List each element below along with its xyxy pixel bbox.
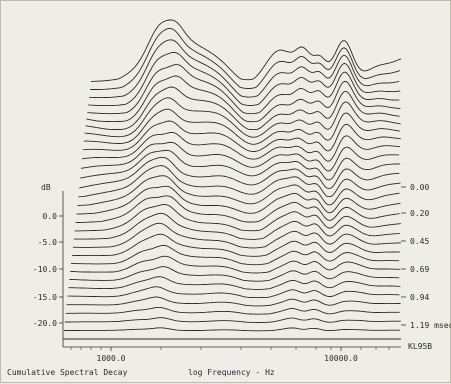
decay-slice [86,75,401,123]
y-tick-label: -20.0 [33,319,57,328]
time-tick-label: 0.69 [410,265,429,274]
decay-slice [63,327,400,332]
decay-slice-mask [63,339,401,347]
y-tick-label: 0.0 [43,212,58,221]
decay-slice [89,39,400,99]
decay-slice [81,131,401,162]
decay-slice [79,156,400,189]
decay-slice [78,165,401,198]
decay-slices [63,19,402,348]
decay-slice [83,108,400,145]
decay-slice [73,212,400,240]
decay-slice [85,86,400,131]
decay-slice [82,120,401,152]
decay-slice [64,317,401,323]
decay-slice [77,175,400,206]
decay-slice [90,27,401,90]
decay-slice [76,185,401,215]
y-tick-label: -10.0 [33,265,57,274]
time-tick-label: 0.94 [410,293,429,302]
decay-slice [88,51,401,107]
x-tick-label: 1000.0 [97,354,126,363]
decay-slice [70,255,401,274]
decay-slice [72,233,400,257]
decay-slice [84,97,401,138]
time-tick-label: 0.00 [410,183,429,192]
decay-slice [71,244,400,266]
decay-slice [91,19,402,82]
y-axis-unit: dB [41,183,51,192]
decay-slice [68,276,401,290]
time-tick-label: 1.19 msec [410,321,451,330]
decay-slice [75,195,400,224]
decay-slice [72,222,401,249]
decay-slice [74,204,401,232]
decay-slice [87,64,400,115]
time-axis-labels: 0.00 0.20 0.45 0.69 0.94 1.19 msec [401,183,451,330]
y-axis-labels: 0.0 -5.0 -10.0 -15.0 -20.0 [33,212,63,328]
time-tick-label: 0.45 [410,237,429,246]
x-axis-title: log Frequency - Hz [188,368,275,377]
y-tick-label: -15.0 [33,293,57,302]
x-axis-labels: 1000.0 10000.0 [70,347,390,363]
decay-slice [81,141,400,172]
decay-slice [80,149,401,181]
x-tick-label: 10000.0 [324,354,358,363]
time-tick-label: 0.20 [410,209,429,218]
y-tick-label: -5.0 [38,238,57,247]
decay-slice [67,286,400,299]
decay-slice [65,306,400,315]
decay-slice [66,296,401,307]
chart-title: Cumulative Spectral Decay [7,368,128,377]
corner-label: KL95B [408,342,432,351]
decay-slice [69,266,400,282]
